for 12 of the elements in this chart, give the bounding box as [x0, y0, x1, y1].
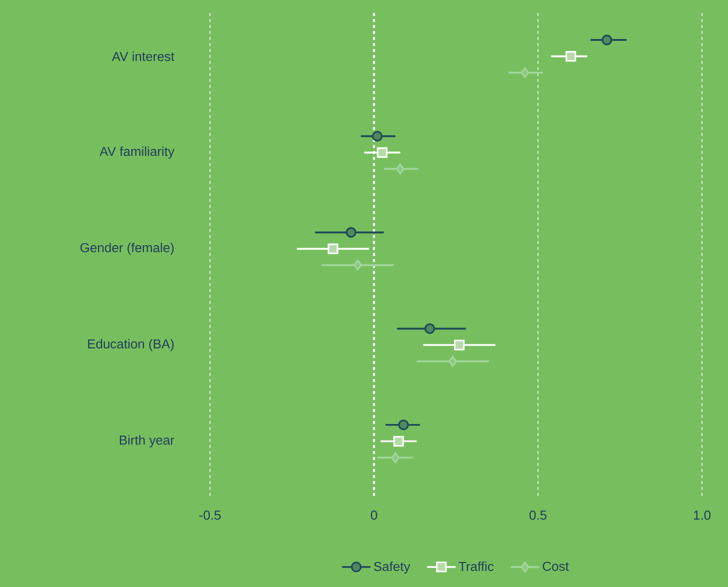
x-tick-label: 0 [370, 510, 378, 520]
legend-label: Traffic [458, 562, 494, 572]
y-tick-label: Gender (female) [80, 242, 174, 255]
y-tick-label: AV interest [112, 52, 174, 62]
legend-label: Cost [542, 562, 569, 571]
legend-label: Safety [374, 562, 410, 574]
y-tick-label: Birth year [120, 435, 174, 448]
y-tick-label: Education (BA) [88, 338, 174, 352]
y-tick-label: AV familiarity [100, 146, 174, 159]
x-tick-label: -0.5 [199, 510, 221, 520]
x-tick-label: 0.5 [529, 510, 546, 520]
x-tick-label: 1.0 [694, 510, 711, 520]
